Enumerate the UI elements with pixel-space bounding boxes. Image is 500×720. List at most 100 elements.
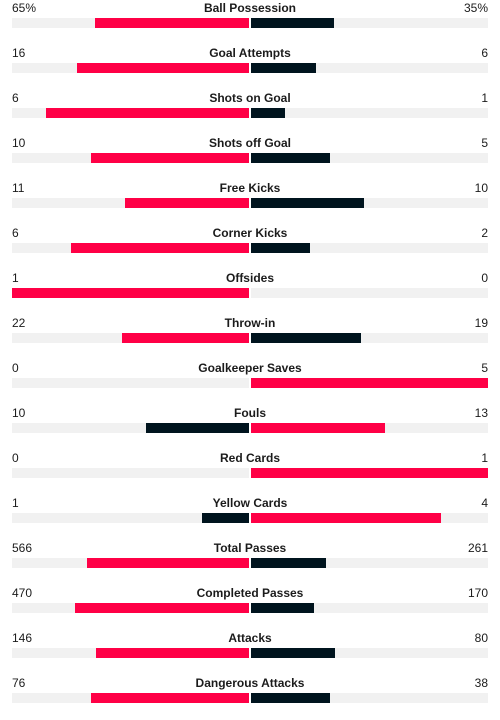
home-value: 1: [12, 496, 19, 510]
home-bar-fill: [87, 558, 249, 568]
comparison-bar: [12, 18, 488, 28]
stat-header: Completed Passes 470 170: [12, 585, 488, 603]
home-bar-fill: [202, 513, 249, 523]
away-bar-track: [251, 693, 488, 703]
away-bar-fill: [251, 108, 285, 118]
home-bar-fill: [75, 603, 249, 613]
home-bar-track: [12, 468, 249, 478]
home-bar-track: [12, 648, 249, 658]
home-value: 0: [12, 451, 19, 465]
stat-row: Yellow Cards 1 4: [12, 495, 488, 540]
home-bar-track: [12, 558, 249, 568]
comparison-bar: [12, 603, 488, 613]
stat-header: Shots on Goal 6 1: [12, 90, 488, 108]
stat-header: Corner Kicks 6 2: [12, 225, 488, 243]
away-bar-track: [251, 18, 488, 28]
stat-label: Ball Possession: [203, 1, 297, 15]
stat-label: Goal Attempts: [209, 46, 291, 60]
away-bar-track: [251, 513, 488, 523]
away-bar-track: [251, 288, 488, 298]
away-value: 6: [481, 46, 488, 60]
home-value: 146: [12, 631, 33, 645]
stat-row: Goal Attempts 16 6: [12, 45, 488, 90]
stat-header: Free Kicks 11 10: [12, 180, 488, 198]
away-bar-fill: [251, 63, 316, 73]
home-bar-track: [12, 378, 249, 388]
stat-header: Goal Attempts 16 6: [12, 45, 488, 63]
away-bar-fill: [251, 153, 330, 163]
comparison-bar: [12, 153, 488, 163]
comparison-bar: [12, 693, 488, 703]
home-bar-track: [12, 18, 249, 28]
away-bar-fill: [251, 513, 441, 523]
stat-label: Fouls: [234, 406, 266, 420]
away-bar-track: [251, 558, 488, 568]
stat-row: Goalkeeper Saves 0 5: [12, 360, 488, 405]
comparison-bar: [12, 63, 488, 73]
home-bar-track: [12, 198, 249, 208]
home-bar-track: [12, 108, 249, 118]
away-bar-track: [251, 108, 488, 118]
stat-header: Ball Possession 65% 35%: [12, 0, 488, 18]
home-bar-track: [12, 423, 249, 433]
home-bar-fill: [71, 243, 249, 253]
home-bar-fill: [91, 153, 249, 163]
away-bar-track: [251, 333, 488, 343]
comparison-bar: [12, 468, 488, 478]
stat-label: Corner Kicks: [212, 226, 288, 240]
stat-header: Red Cards 0 1: [12, 450, 488, 468]
away-value: 0: [481, 271, 488, 285]
away-bar-track: [251, 378, 488, 388]
away-value: 35%: [463, 1, 488, 15]
comparison-bar: [12, 513, 488, 523]
stat-label: Total Passes: [213, 541, 287, 555]
stat-label: Red Cards: [219, 451, 281, 465]
away-value: 19: [474, 316, 488, 330]
home-value: 11: [12, 181, 25, 195]
home-value: 76: [12, 676, 26, 690]
home-bar-fill: [77, 63, 249, 73]
away-bar-fill: [251, 243, 310, 253]
away-value: 5: [481, 361, 488, 375]
stat-row: Corner Kicks 6 2: [12, 225, 488, 270]
home-bar-track: [12, 693, 249, 703]
stat-row: Fouls 10 13: [12, 405, 488, 450]
away-bar-fill: [251, 423, 385, 433]
home-bar-track: [12, 513, 249, 523]
comparison-bar: [12, 288, 488, 298]
stat-row: Offsides 1 0: [12, 270, 488, 315]
stat-header: Throw-in 22 19: [12, 315, 488, 333]
home-bar-fill: [146, 423, 249, 433]
home-bar-track: [12, 153, 249, 163]
home-bar-track: [12, 243, 249, 253]
stat-label: Dangerous Attacks: [195, 676, 305, 690]
away-value: 1: [481, 451, 488, 465]
comparison-bar: [12, 558, 488, 568]
away-bar-fill: [251, 378, 488, 388]
away-value: 80: [474, 631, 488, 645]
away-value: 38: [474, 676, 488, 690]
away-bar-fill: [251, 333, 361, 343]
away-value: 170: [467, 586, 488, 600]
stat-row: Shots on Goal 6 1: [12, 90, 488, 135]
match-statistics: Ball Possession 65% 35% Goal Attempts 16 6 Sho…: [12, 0, 488, 720]
home-bar-fill: [96, 648, 249, 658]
home-bar-fill: [122, 333, 249, 343]
away-bar-track: [251, 468, 488, 478]
home-bar-fill: [95, 18, 249, 28]
stat-row: Total Passes 566 261: [12, 540, 488, 585]
home-value: 470: [12, 586, 33, 600]
away-bar-track: [251, 423, 488, 433]
away-bar-fill: [251, 198, 364, 208]
away-value: 1: [481, 91, 488, 105]
away-value: 5: [481, 136, 488, 150]
away-bar-track: [251, 63, 488, 73]
home-value: 566: [12, 541, 33, 555]
away-value: 261: [467, 541, 488, 555]
stat-row: Throw-in 22 19: [12, 315, 488, 360]
away-bar-fill: [251, 18, 334, 28]
stat-row: Shots off Goal 10 5: [12, 135, 488, 180]
comparison-bar: [12, 333, 488, 343]
away-value: 2: [481, 226, 488, 240]
home-value: 10: [12, 136, 26, 150]
